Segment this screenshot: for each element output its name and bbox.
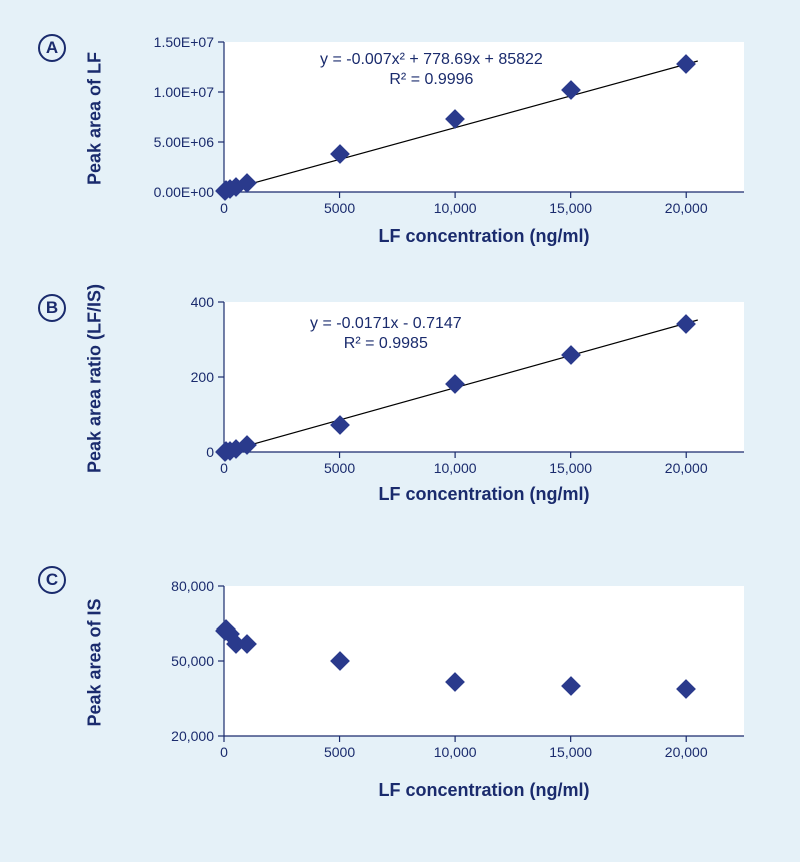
axes-svg-B <box>224 302 744 452</box>
xtick-label: 5000 <box>324 460 355 476</box>
equation-line: y = -0.0171x - 0.7147 <box>310 314 462 334</box>
figure-page: 0 5000 10,000 15,000 20,000 0.00E+00 5.00E+06 1… <box>0 0 800 862</box>
panel-badge-C: C <box>38 566 66 594</box>
panel-badge-A: A <box>38 34 66 62</box>
ytick-label: 400 <box>191 294 214 310</box>
xtick-label: 5000 <box>324 744 355 760</box>
xtick-label: 20,000 <box>665 200 708 216</box>
equation-line: y = -0.007x² + 778.69x + 85822 <box>320 50 543 70</box>
xtick-label: 10,000 <box>434 744 477 760</box>
xtick-label: 15,000 <box>549 200 592 216</box>
panel-badge-label: C <box>46 570 58 590</box>
ytick-label: 0 <box>206 444 214 460</box>
xlabel-A: LF concentration (ng/ml) <box>379 226 590 247</box>
equation-r2: R² = 0.9996 <box>320 70 543 90</box>
axes-svg-C <box>224 586 744 736</box>
ytick-label: 200 <box>191 369 214 385</box>
xtick-label: 5000 <box>324 200 355 216</box>
xtick-label: 20,000 <box>665 460 708 476</box>
panel-badge-label: A <box>46 38 58 58</box>
xtick-label: 0 <box>220 200 228 216</box>
equation-A: y = -0.007x² + 778.69x + 85822R² = 0.999… <box>320 50 543 90</box>
xlabel-C: LF concentration (ng/ml) <box>379 780 590 801</box>
ylabel-C: Peak area of IS <box>85 563 106 763</box>
ytick-label: 50,000 <box>171 653 214 669</box>
ylabel-B: Peak area ratio (LF/IS) <box>85 279 106 479</box>
xtick-label: 15,000 <box>549 460 592 476</box>
ytick-label: 5.00E+06 <box>154 134 214 150</box>
xtick-label: 10,000 <box>434 200 477 216</box>
ylabel-A: Peak area of LF <box>85 19 106 219</box>
ytick-label: 80,000 <box>171 578 214 594</box>
ytick-label: 1.00E+07 <box>154 84 214 100</box>
xtick-label: 20,000 <box>665 744 708 760</box>
xlabel-B: LF concentration (ng/ml) <box>379 484 590 505</box>
equation-r2: R² = 0.9985 <box>310 334 462 354</box>
xtick-label: 0 <box>220 744 228 760</box>
ytick-label: 1.50E+07 <box>154 34 214 50</box>
panel-badge-B: B <box>38 294 66 322</box>
panel-badge-label: B <box>46 298 58 318</box>
equation-B: y = -0.0171x - 0.7147R² = 0.9985 <box>310 314 462 354</box>
ytick-label: 20,000 <box>171 728 214 744</box>
ytick-label: 0.00E+00 <box>154 184 214 200</box>
xtick-label: 15,000 <box>549 744 592 760</box>
xtick-label: 0 <box>220 460 228 476</box>
xtick-label: 10,000 <box>434 460 477 476</box>
